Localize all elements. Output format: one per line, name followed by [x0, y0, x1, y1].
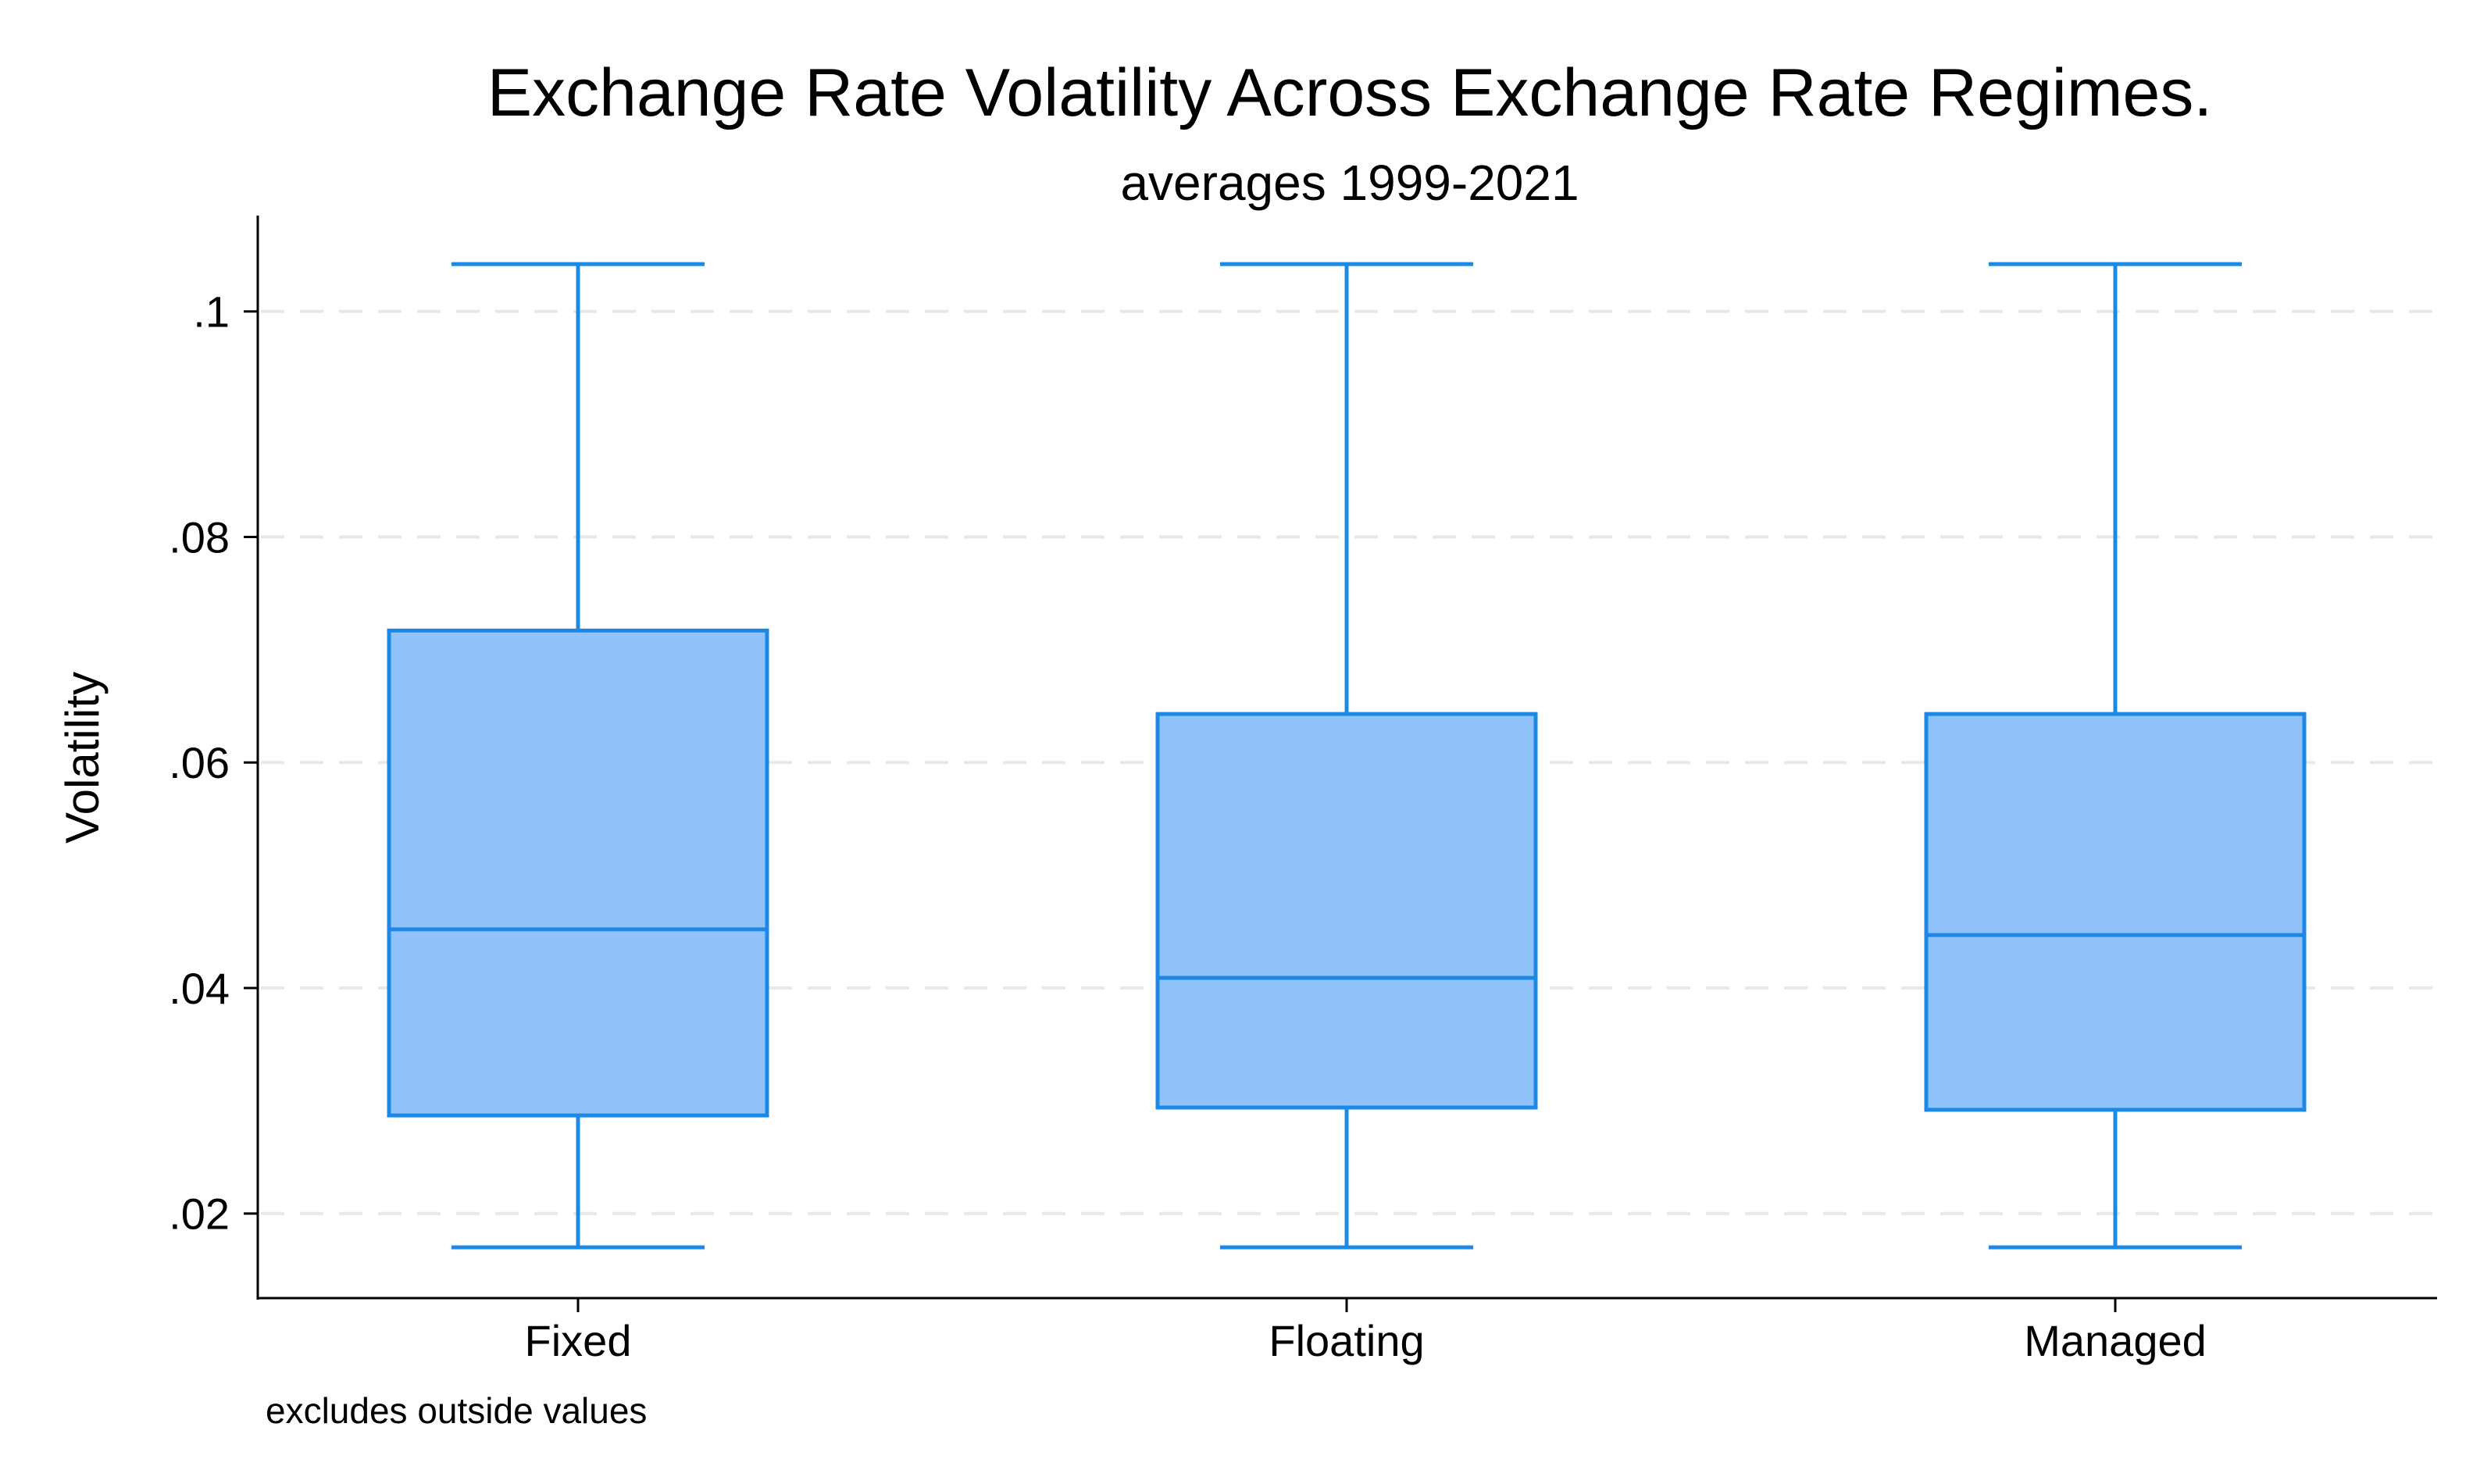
y-tick-label: .08 — [169, 512, 230, 562]
interquartile-box — [1155, 712, 1538, 1110]
y-tick-label: .1 — [193, 287, 230, 337]
x-tick-label: Floating — [1269, 1316, 1424, 1365]
interquartile-box — [387, 628, 769, 1118]
y-tick-label: .02 — [169, 1190, 230, 1239]
y-axis-ticks: .02 .04 .06 .08 .1 — [169, 287, 258, 1239]
box-managed — [1924, 262, 2307, 1250]
x-axis-ticks: Fixed Floating Managed — [525, 1298, 2207, 1365]
chart-subtitle: averages 1999-2021 — [1120, 155, 1579, 211]
chart-note: excludes outside values — [266, 1390, 647, 1431]
interquartile-box — [1924, 712, 2307, 1112]
box-floating — [1155, 262, 1538, 1250]
y-tick-label: .06 — [169, 738, 230, 787]
y-tick-label: .04 — [169, 964, 230, 1013]
chart-title: Exchange Rate Volatility Across Exchange… — [487, 55, 2213, 130]
x-tick-label: Managed — [2024, 1316, 2207, 1365]
boxes — [387, 262, 2307, 1250]
y-axis-title: Volatility — [56, 672, 109, 844]
x-tick-label: Fixed — [525, 1316, 632, 1365]
box-fixed — [387, 262, 769, 1250]
